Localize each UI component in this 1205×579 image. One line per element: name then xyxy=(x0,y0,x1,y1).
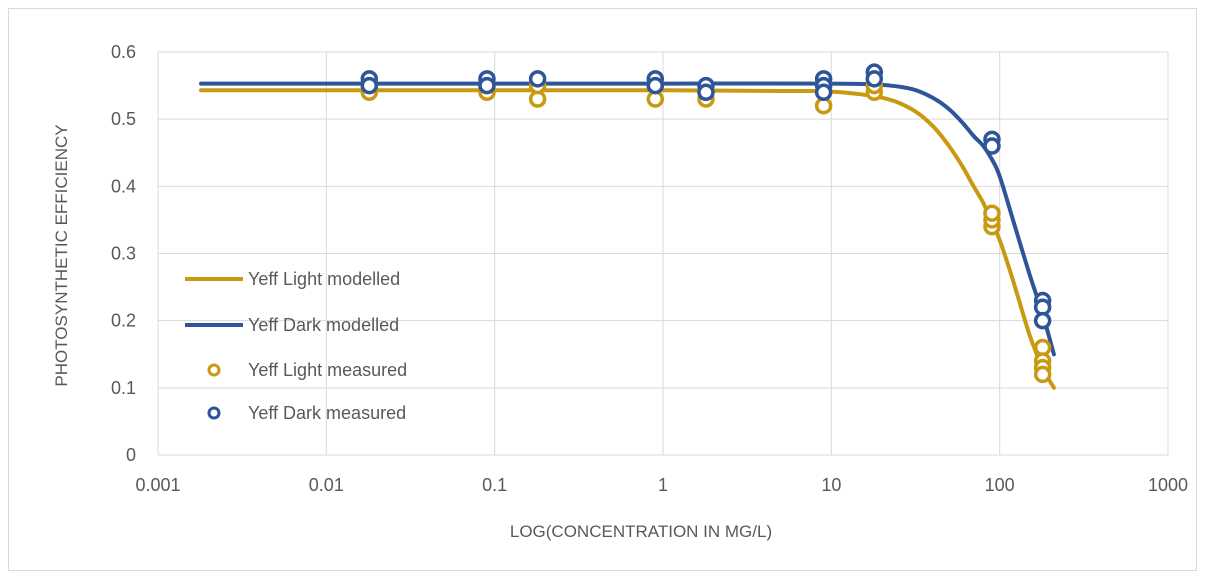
chart-frame xyxy=(8,8,1197,571)
data-point-yeff-dark-measured xyxy=(360,76,379,95)
x-tick-label: 10 xyxy=(821,475,841,495)
y-tick-label: 0.1 xyxy=(111,378,136,398)
data-point-yeff-dark-measured xyxy=(478,76,496,95)
x-tick-label: 1 xyxy=(658,475,668,495)
legend-label-dark-modelled: Yeff Dark modelled xyxy=(248,315,399,335)
data-point-yeff-light-measured xyxy=(983,204,1001,222)
x-axis-title: LOG(CONCENTRATION IN MG/L) xyxy=(510,522,772,541)
x-tick-label: 0.001 xyxy=(135,475,180,495)
data-point-yeff-dark-measured xyxy=(697,83,715,102)
data-point-yeff-dark-measured xyxy=(528,70,547,88)
legend-label-light-measured: Yeff Light measured xyxy=(248,360,407,380)
y-tick-label: 0.3 xyxy=(111,244,136,264)
y-tick-label: 0.2 xyxy=(111,311,136,331)
data-point-yeff-dark-measured xyxy=(983,137,1001,155)
y-tick-label: 0.5 xyxy=(111,109,136,129)
y-tick-labels: 0 0.1 0.2 0.3 0.4 0.5 0.6 xyxy=(111,42,136,465)
y-axis-title: PHOTOSYNTHETIC EFFICIENCY xyxy=(52,124,71,386)
y-tick-label: 0.4 xyxy=(111,176,136,196)
x-tick-label: 0.1 xyxy=(482,475,507,495)
series-markers xyxy=(360,63,1052,384)
legend-swatch-dark-measured xyxy=(207,406,221,420)
y-tick-label: 0.6 xyxy=(111,42,136,62)
x-tick-label: 1000 xyxy=(1148,475,1188,495)
data-point-yeff-dark-measured xyxy=(865,70,884,88)
legend-swatch-light-measured xyxy=(207,363,221,377)
data-point-yeff-light-measured xyxy=(1033,365,1052,384)
x-tick-labels: 0.001 0.01 0.1 1 10 100 1000 xyxy=(135,475,1188,495)
y-tick-label: 0 xyxy=(126,445,136,465)
data-point-yeff-dark-measured xyxy=(646,76,665,95)
series-line-yeff-dark-modelled xyxy=(199,81,1056,357)
legend: Yeff Light modelled Yeff Dark modelled Y… xyxy=(185,269,407,423)
series-line-yeff-light-modelled xyxy=(199,88,1056,390)
gridlines xyxy=(157,51,1169,456)
legend-label-light-modelled: Yeff Light modelled xyxy=(248,269,400,289)
series-lines xyxy=(199,81,1056,390)
data-point-yeff-dark-measured xyxy=(814,83,833,102)
legend-label-dark-measured: Yeff Dark measured xyxy=(248,403,406,423)
x-tick-label: 0.01 xyxy=(309,475,344,495)
x-tick-label: 100 xyxy=(985,475,1015,495)
data-point-yeff-dark-measured xyxy=(1033,311,1052,330)
